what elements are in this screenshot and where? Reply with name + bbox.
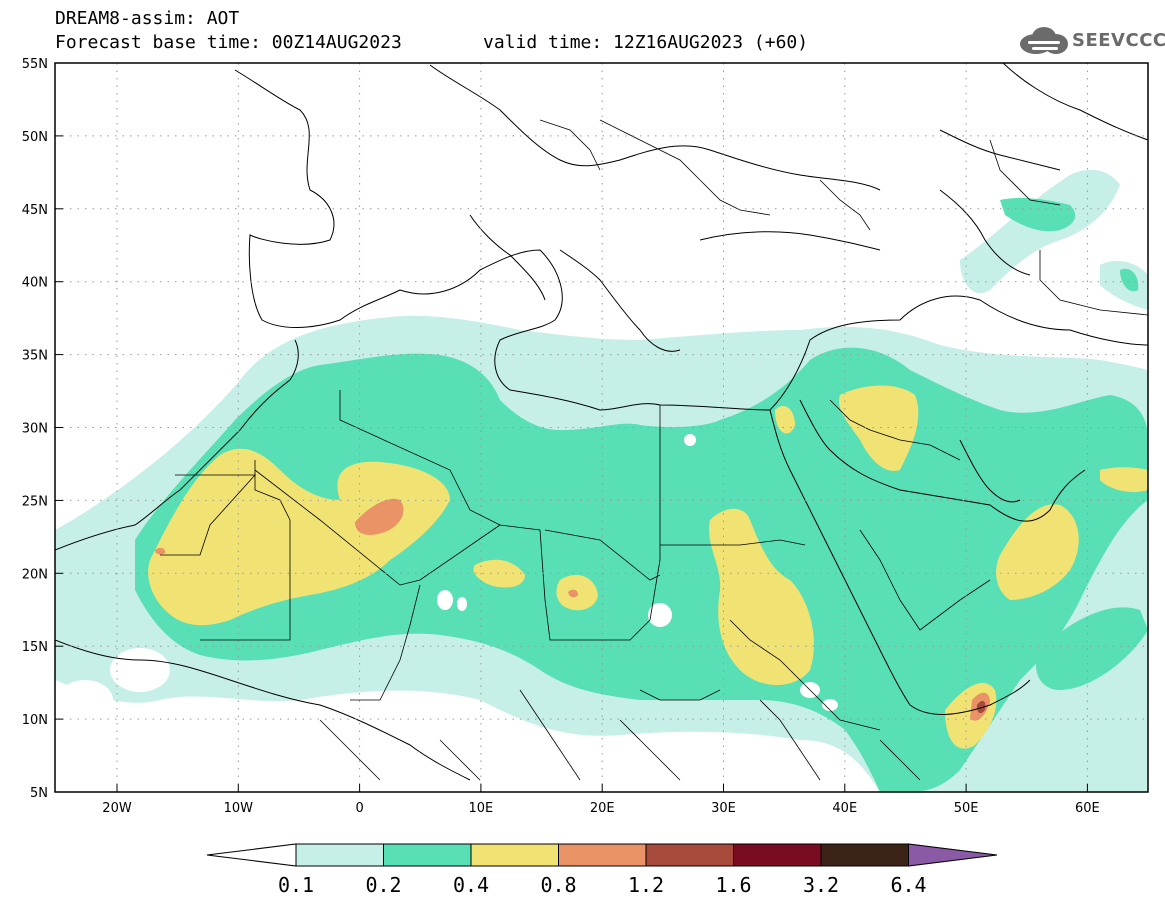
graticule [55, 63, 1148, 792]
colorbar-label: 0.4 [453, 873, 489, 897]
logo-text: SEEVCCC [1072, 30, 1165, 51]
colorbar-label: 6.4 [890, 873, 926, 897]
colorbar-high-arrow [908, 843, 998, 867]
axis-ticks: 20W 10W 0 10E 20E 30E 40E 50E 60E 55N 50N 45N 40N 35N… [22, 57, 1100, 816]
cloud-logo-icon [1020, 27, 1068, 54]
colorbar-cell [820, 843, 909, 867]
lat-tick-label: 55N [22, 57, 48, 72]
colorbar-cell [470, 843, 559, 867]
colorbar-cell [383, 843, 472, 867]
colorbar-label: 1.6 [715, 873, 751, 897]
lat-tick-label: 30N [22, 422, 48, 437]
lon-tick-label: 10W [224, 801, 254, 816]
aot-field [55, 169, 1148, 792]
lat-tick-label: 15N [22, 640, 48, 655]
lat-tick-label: 50N [22, 130, 48, 145]
lat-tick-label: 35N [22, 349, 48, 364]
coastlines [55, 63, 1148, 781]
lon-tick-label: 60E [1075, 801, 1100, 816]
colorbar-label: 0.1 [278, 873, 314, 897]
colorbar-label: 1.2 [628, 873, 664, 897]
colorbar-cell [733, 843, 822, 867]
colorbar-low-arrow [206, 843, 297, 867]
lon-tick-label: 50E [954, 801, 979, 816]
title-line1: DREAM8-assim: AOT [55, 8, 240, 29]
lon-tick-label: 20E [590, 801, 615, 816]
colorbar-cell [295, 843, 384, 867]
valid-time: valid time: 12Z16AUG2023 (+60) [483, 32, 809, 53]
lon-tick-label: 40E [832, 801, 857, 816]
lat-tick-label: 40N [22, 276, 48, 291]
lat-tick-label: 10N [22, 713, 48, 728]
colorbar-label: 3.2 [803, 873, 839, 897]
lon-tick-label: 10E [469, 801, 494, 816]
colorbar-label: 0.8 [540, 873, 576, 897]
colorbar-cell [645, 843, 734, 867]
lat-tick-label: 5N [30, 786, 48, 801]
country-borders [160, 119, 1148, 781]
lon-tick-label: 30E [711, 801, 736, 816]
lon-tick-label: 20W [102, 801, 132, 816]
lat-tick-label: 20N [22, 567, 48, 582]
lat-tick-label: 45N [22, 203, 48, 218]
lon-tick-label: 0 [355, 801, 363, 816]
title-line2: Forecast base time: 00Z14AUG2023 [55, 32, 402, 53]
colorbar-label: 0.2 [365, 873, 401, 897]
colorbar-cell [558, 843, 647, 867]
lat-tick-label: 25N [22, 494, 48, 509]
